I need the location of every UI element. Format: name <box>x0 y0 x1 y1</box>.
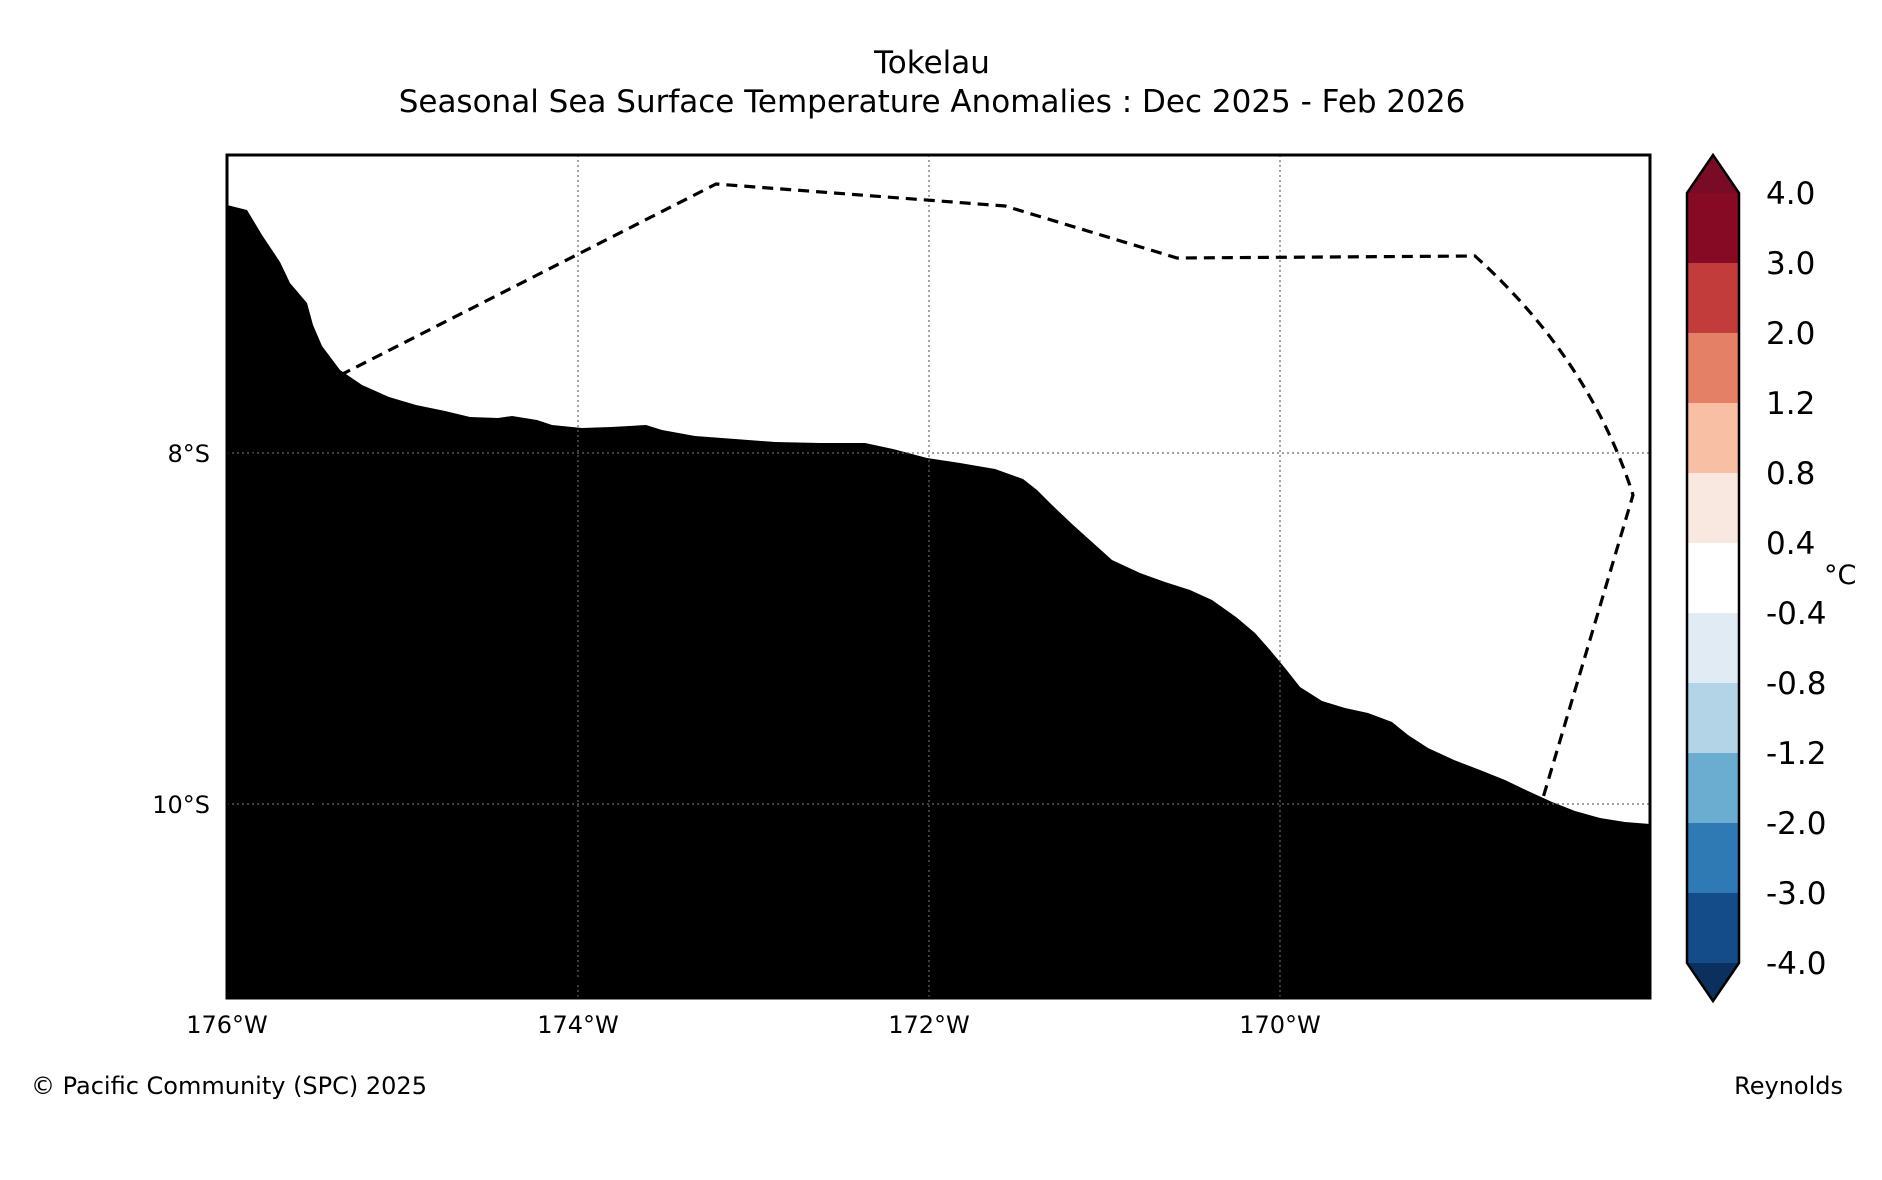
colorbar-band <box>1687 193 1739 264</box>
place-label-atafu: Atafu <box>855 516 919 544</box>
colorbar-tick-label: 0.4 <box>1766 526 1815 562</box>
map-title: Tokelau <box>873 45 990 81</box>
colorbar-tick-label: -4.0 <box>1766 946 1827 982</box>
colorbar-extension-low <box>1687 963 1739 1001</box>
place-label-apia: Apia <box>983 621 1036 649</box>
eez-boundary <box>244 182 1635 992</box>
atafu-outline <box>836 544 850 556</box>
colorbar-outline <box>1685 152 1741 1004</box>
colorbar-tick-label: 3.0 <box>1766 246 1815 282</box>
colorbar-band <box>1687 683 1739 754</box>
colorbar-band <box>1687 893 1739 964</box>
colorbar-tick-label: -0.8 <box>1766 666 1827 702</box>
anomaly-region-0.4-0.8 <box>227 205 1650 998</box>
colorbar-band <box>1687 403 1739 474</box>
map-frame <box>225 153 1652 1000</box>
copyright-notice: © Pacific Community (SPC) 2025 <box>31 1072 427 1100</box>
x-tick-label: 176°W <box>186 1011 268 1039</box>
colorbar-unit-label: °C <box>1824 560 1856 591</box>
colorbar-band <box>1687 263 1739 334</box>
x-axis: 176°W 174°W 172°W 170°W <box>186 1011 1321 1039</box>
colorbar-tick-label: -1.2 <box>1766 736 1827 772</box>
x-tick-label: 170°W <box>1239 1011 1321 1039</box>
x-tick-label: 174°W <box>537 1011 619 1039</box>
colorbar-band <box>1687 613 1739 684</box>
colorbar-band <box>1687 543 1739 614</box>
colorbar: 4.0 3.0 2.0 1.2 0.8 0.4 -0.4 -0.8 -1.2 -2.0 -3.0 -4… <box>1685 152 1856 1004</box>
colorbar-tick-label: 2.0 <box>1766 316 1815 352</box>
apia-outline <box>949 646 971 672</box>
colorbar-band <box>1687 333 1739 404</box>
colorbar-extension-high <box>1687 155 1739 193</box>
colorbar-band <box>1687 823 1739 894</box>
place-label-te-lafu: Te Lafu <box>1086 657 1172 685</box>
data-source-label: Reynolds <box>1734 1072 1843 1100</box>
colorbar-tick-label: -0.4 <box>1766 596 1827 632</box>
y-tick-label: 10°S <box>152 791 210 819</box>
gridlines <box>227 155 1650 998</box>
y-axis: 8°S 10°S <box>152 440 210 819</box>
colorbar-tick-label: 1.2 <box>1766 386 1815 422</box>
map-panel[interactable]: Atafu Apia Te Lafu <box>225 153 1652 1000</box>
colorbar-tick-label: 0.8 <box>1766 456 1815 492</box>
colorbar-tick-label: -3.0 <box>1766 876 1827 912</box>
colorbar-tick-label: 4.0 <box>1766 176 1815 212</box>
y-tick-label: 8°S <box>167 440 210 468</box>
te-lafu-outline <box>1061 689 1077 708</box>
colorbar-tick-label: -2.0 <box>1766 806 1827 842</box>
x-tick-label: 172°W <box>888 1011 970 1039</box>
map-subtitle: Seasonal Sea Surface Temperature Anomali… <box>399 84 1466 120</box>
colorbar-band <box>1687 473 1739 544</box>
islands <box>836 544 1077 708</box>
colorbar-band <box>1687 753 1739 824</box>
